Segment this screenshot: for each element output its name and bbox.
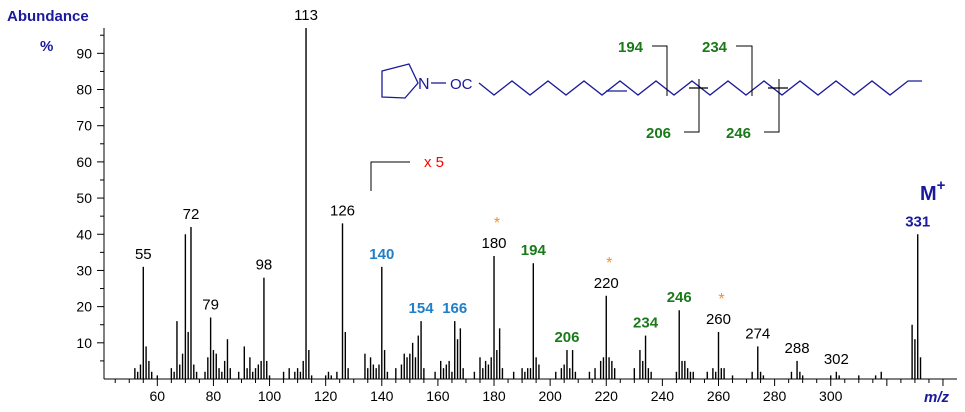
- fragment-label-234: 234: [702, 39, 728, 56]
- scale-bracket: [370, 161, 410, 191]
- fragment-label-246: 246: [726, 125, 751, 142]
- nitrogen-atom: N: [418, 76, 430, 93]
- peak-label: 79: [202, 296, 219, 313]
- peak-label: 234: [633, 315, 659, 332]
- peak-label: 98: [256, 257, 273, 274]
- asterisk-markers: * * *: [494, 215, 725, 308]
- peak-label: 180: [482, 235, 507, 252]
- y-tick-label: 80: [76, 82, 92, 98]
- fragment-label-194: 194: [618, 39, 644, 56]
- peak-label: 72: [183, 206, 200, 223]
- x-tick-label: 160: [426, 388, 450, 404]
- peak-label: 206: [554, 329, 579, 346]
- molecular-ion-label: M+: [920, 177, 946, 205]
- y-tick-label: 10: [76, 335, 92, 351]
- x-tick-label: 140: [370, 388, 394, 404]
- x-tick-label: 260: [707, 388, 731, 404]
- asterisk: *: [494, 215, 500, 232]
- peak-label: 302: [824, 351, 849, 368]
- molecular-ion-marker: M+: [920, 177, 946, 205]
- peak-label: 274: [745, 325, 770, 342]
- peak-label: 220: [594, 275, 619, 292]
- peak-label: 166: [442, 300, 467, 317]
- fragment-bracket-234: [736, 45, 753, 96]
- y-tick-label: 50: [76, 190, 92, 206]
- y-tick-label: 60: [76, 154, 92, 170]
- x-tick-label: 180: [482, 388, 506, 404]
- y-tick-label: 70: [76, 118, 92, 134]
- x-tick-label: 60: [150, 388, 166, 404]
- fragment-bracket-206: [684, 79, 700, 133]
- y-tick-label: 20: [76, 299, 92, 315]
- molecular-ion-symbol: M: [920, 183, 937, 205]
- peak-label: 154: [409, 300, 435, 317]
- scale-note: x 5: [424, 154, 444, 171]
- x-tick-label: 100: [258, 388, 282, 404]
- x-tick-label: 300: [819, 388, 843, 404]
- fragment-bracket-246: [764, 79, 780, 133]
- y-tick-label: 30: [76, 262, 92, 278]
- peak-label: 140: [369, 246, 394, 263]
- x-tick-label: 280: [763, 388, 787, 404]
- fragment-bracket-194: [652, 45, 668, 96]
- y-axis-title: Abundance: [7, 8, 89, 25]
- peak-label: 55: [135, 246, 152, 263]
- amide-group: OC: [450, 76, 473, 93]
- x-tick-label: 80: [206, 388, 222, 404]
- peak-label: 331: [905, 213, 930, 230]
- peak-label: 194: [521, 242, 547, 259]
- molecular-ion-sup: +: [937, 177, 946, 194]
- peak-labels: 55 72 79 98 113 126 140 154 166 180 194 206 220 234 24…: [135, 7, 930, 368]
- x-tick-label: 220: [595, 388, 619, 404]
- x-tick-label: 240: [651, 388, 675, 404]
- y-tick-label: 40: [76, 226, 92, 242]
- pyrrolidine-ring: [381, 63, 419, 99]
- asterisk: *: [606, 255, 612, 272]
- peak-label: 288: [785, 340, 810, 357]
- y-axis-unit: %: [40, 38, 53, 55]
- peak-label: 260: [706, 311, 731, 328]
- x-axis-title: m/z: [924, 389, 950, 406]
- peaks: [134, 28, 922, 379]
- peak-label: 126: [330, 202, 355, 219]
- y-ticks: 10 20 30 40 50 60 70 80 90: [76, 34, 104, 362]
- fragment-label-206: 206: [646, 125, 671, 142]
- molecular-structure: N OC 194 234 206 246: [381, 39, 922, 142]
- y-tick-label: 90: [76, 45, 92, 61]
- asterisk: *: [718, 291, 724, 308]
- peak-label: 113: [294, 7, 318, 24]
- x-tick-label: 200: [538, 388, 562, 404]
- peak-label: 246: [667, 289, 692, 306]
- x-tick-label: 120: [314, 388, 338, 404]
- x-ticks: 60 80 100 120 140 160 180 200 220 240 260 280 300: [114, 379, 944, 404]
- scale-marker: x 5: [370, 154, 444, 191]
